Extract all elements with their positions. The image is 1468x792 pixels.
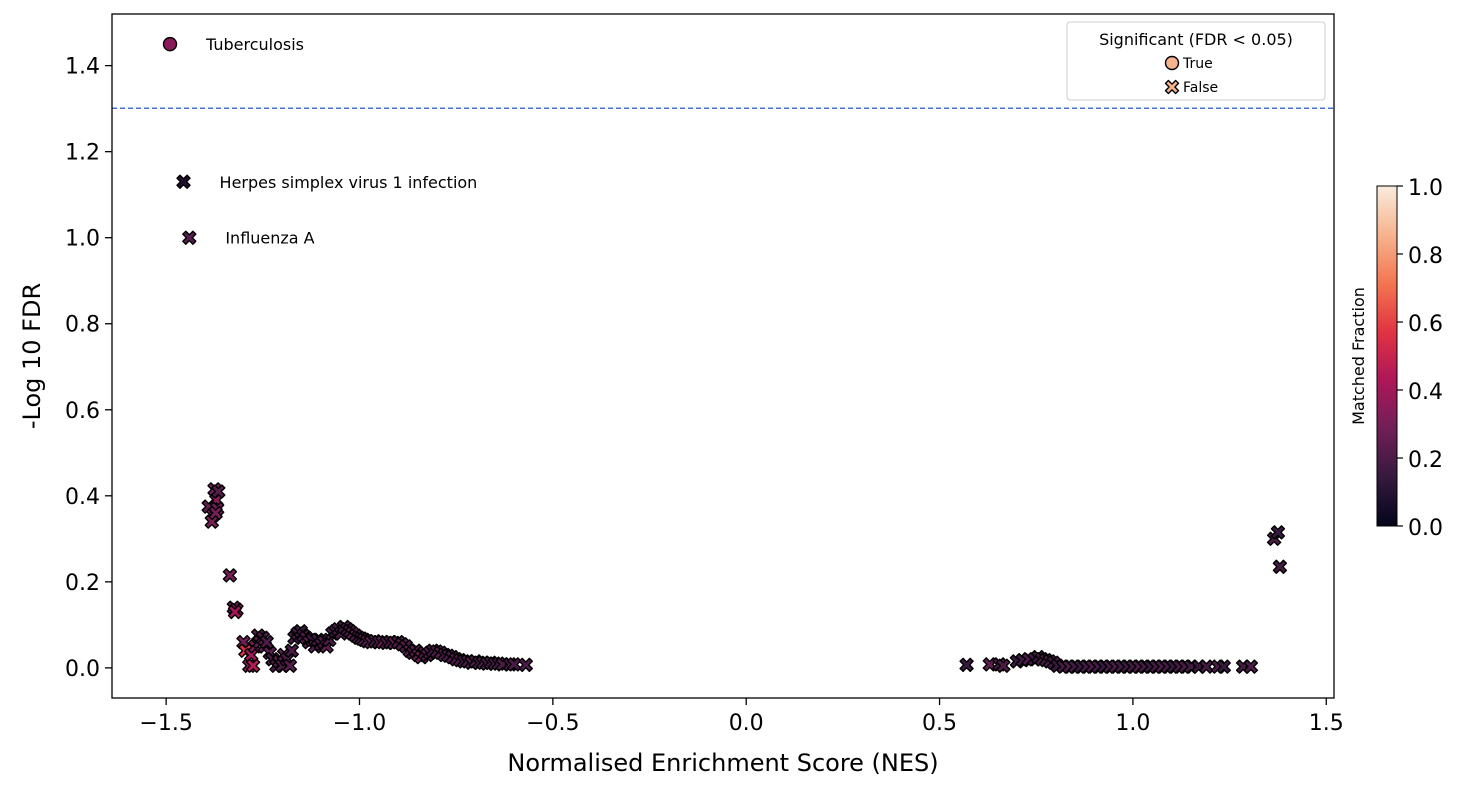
x-tick-label: 1.0 (1115, 711, 1150, 736)
data-point (1272, 559, 1288, 574)
y-tick-label: 1.4 (65, 55, 100, 80)
legend-marker (1164, 55, 1180, 71)
legend-label: False (1183, 80, 1218, 96)
y-tick-label: 1.0 (65, 227, 100, 252)
legend-title: Significant (FDR < 0.05) (1099, 30, 1293, 49)
plot-frame (111, 13, 1335, 699)
legend-box (1066, 21, 1326, 101)
legend: Significant (FDR < 0.05) True False (1066, 21, 1326, 101)
annotation-label: Tuberculosis (205, 35, 304, 54)
data-point (996, 658, 1011, 673)
colorbar-tick-label: 0.4 (1408, 380, 1443, 405)
annotation-point (182, 230, 197, 245)
data-point (1243, 659, 1259, 674)
legend-marker (1164, 79, 1180, 95)
annotations: Tuberculosis Herpes simplex virus 1 infec… (162, 35, 478, 248)
x-axis-label: Normalised Enrichment Score (NES) (507, 749, 938, 777)
annotation-label: Influenza A (225, 229, 314, 248)
x-tick-label: −0.5 (526, 711, 579, 736)
data-point (245, 658, 261, 673)
x-tick-label: 0.0 (729, 711, 764, 736)
y-tick-label: 0.6 (65, 399, 100, 424)
y-tick-label: 0.0 (65, 657, 100, 682)
colorbar-gradient (1376, 185, 1398, 527)
colorbar-tick-label: 0.8 (1408, 244, 1443, 269)
x-tick-label: 1.5 (1309, 711, 1344, 736)
x-tick-label: −1.0 (333, 711, 386, 736)
y-tick-label: 1.2 (65, 141, 100, 166)
data-point (282, 658, 298, 673)
colorbar: 0.0 0.2 0.4 0.6 0.8 1.0 Matched Fraction (1349, 176, 1443, 541)
colorbar-label: Matched Fraction (1349, 287, 1368, 425)
data-points (201, 482, 1288, 674)
y-axis-label: -Log 10 FDR (18, 283, 46, 429)
x-tick-label: −1.5 (139, 711, 192, 736)
colorbar-tick-label: 0.2 (1408, 448, 1443, 473)
data-point (284, 643, 299, 658)
data-point (211, 484, 226, 499)
data-point (222, 568, 238, 583)
colorbar-tick-label: 1.0 (1408, 176, 1443, 201)
x-axis-ticks: −1.5 −1.0 −0.5 0.0 0.5 1.0 1.5 (139, 698, 1344, 736)
y-tick-label: 0.2 (65, 571, 100, 596)
y-tick-label: 0.8 (65, 313, 100, 338)
data-point (208, 505, 223, 521)
data-point (1216, 659, 1232, 674)
data-point (959, 657, 974, 673)
annotation-point (176, 174, 191, 190)
annotation-label: Herpes simplex virus 1 infection (220, 173, 478, 192)
annotation-point (162, 36, 178, 52)
data-point (507, 657, 522, 672)
legend-label: True (1182, 56, 1213, 72)
y-tick-label: 0.4 (65, 485, 100, 510)
data-point (227, 604, 243, 620)
data-point (1270, 525, 1286, 540)
data-point (1199, 659, 1214, 674)
x-tick-label: 0.5 (922, 711, 957, 736)
data-point (518, 657, 533, 673)
colorbar-tick-label: 0.0 (1408, 516, 1443, 541)
colorbar-tick-label: 0.6 (1408, 312, 1443, 337)
y-axis-ticks: 0.0 0.2 0.4 0.6 0.8 1.0 1.2 1.4 (65, 55, 112, 682)
